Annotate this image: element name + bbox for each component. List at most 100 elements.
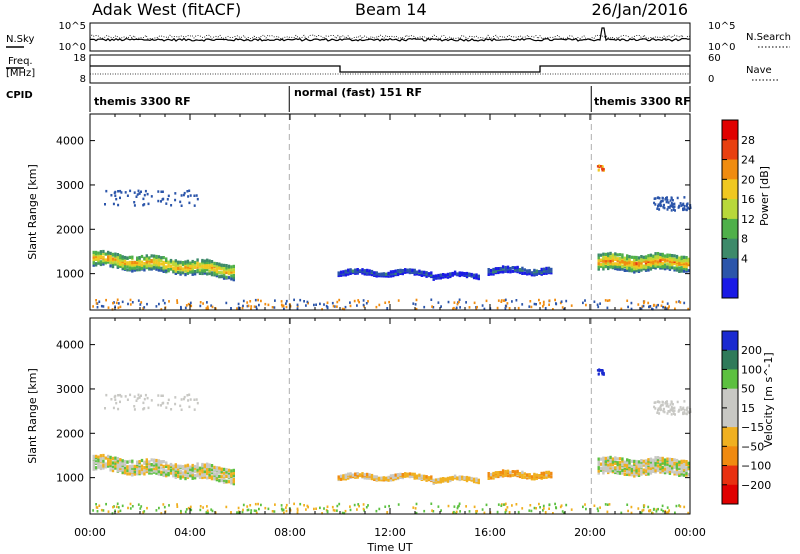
- power-cell: [296, 303, 299, 307]
- velocity-cell: [521, 507, 524, 510]
- power-cell: [161, 190, 164, 193]
- power-cell: [114, 305, 116, 308]
- power-cell: [363, 269, 366, 273]
- power-cell: [599, 165, 602, 168]
- velocity-cell: [220, 475, 223, 479]
- power-cell: [181, 262, 185, 266]
- power-cell: [296, 304, 299, 308]
- velocity-cell: [321, 512, 323, 515]
- velocity-cell: [179, 404, 182, 408]
- velocity-cell: [614, 461, 617, 465]
- velocity-cell: [179, 464, 182, 468]
- power-cell: [189, 301, 192, 305]
- velocity-cell: [107, 459, 110, 463]
- power-cell: [526, 269, 529, 273]
- power-cell: [206, 264, 209, 268]
- velocity-cell: [665, 404, 668, 408]
- power-cell: [465, 271, 469, 276]
- velocity-cell: [92, 467, 95, 471]
- colorbar-swatch: [722, 427, 738, 447]
- velocity-cell: [430, 502, 433, 505]
- velocity-cell: [385, 476, 388, 480]
- colorbar-swatch: [722, 388, 738, 409]
- velocity-cell: [682, 465, 686, 470]
- power-cell: [142, 197, 145, 201]
- power-cell: [102, 249, 105, 254]
- power-cell: [160, 190, 163, 193]
- power-cell: [683, 196, 686, 199]
- velocity-cell: [630, 505, 633, 509]
- power-cell: [508, 307, 511, 310]
- power-cell: [165, 260, 168, 265]
- power-cell: [232, 278, 235, 282]
- velocity-cell: [193, 469, 197, 474]
- power-cell: [225, 270, 228, 275]
- power-cell: [430, 271, 433, 275]
- velocity-cell: [375, 475, 378, 479]
- velocity-cell: [117, 510, 120, 513]
- power-cell: [485, 299, 488, 303]
- velocity-cell: [657, 408, 659, 412]
- power-cell: [114, 262, 117, 266]
- velocity-cell: [160, 472, 163, 476]
- power-cell: [666, 208, 669, 211]
- power-cell: [667, 306, 670, 310]
- velocity-cell: [138, 460, 141, 464]
- power-cell: [358, 300, 360, 304]
- power-cell: [635, 262, 638, 266]
- power-cell: [670, 209, 673, 212]
- velocity-cell: [628, 459, 631, 463]
- noise-left-tick-top: 10^5: [59, 21, 86, 32]
- power-cell: [647, 265, 650, 269]
- power-cell: [649, 266, 653, 270]
- velocity-cell: [144, 393, 147, 397]
- velocity-cell: [425, 478, 428, 482]
- power-cell: [668, 266, 672, 270]
- power-cell: [442, 273, 445, 277]
- power-cell: [165, 268, 168, 272]
- power-cell: [533, 268, 536, 272]
- power-cell: [222, 272, 226, 277]
- power-cell: [363, 272, 366, 276]
- velocity-cell: [616, 471, 619, 475]
- velocity-cell: [102, 455, 105, 459]
- velocity-cell: [160, 460, 163, 464]
- power-cell: [511, 269, 514, 273]
- velocity-cell: [628, 461, 631, 465]
- power-cell: [596, 165, 599, 168]
- freq-right-label: Nave: [746, 65, 772, 76]
- velocity-cell: [647, 505, 650, 509]
- velocity-cell: [680, 408, 683, 411]
- y-tick-label: 4000: [56, 135, 84, 148]
- power-cell: [133, 191, 136, 194]
- velocity-cell: [621, 459, 624, 463]
- power-cell: [353, 299, 356, 303]
- power-cell: [540, 269, 543, 273]
- velocity-cell: [647, 461, 650, 465]
- velocity-cell: [623, 460, 626, 464]
- velocity-cell: [177, 467, 180, 471]
- power-cell: [597, 253, 600, 257]
- velocity-cell: [661, 401, 664, 404]
- velocity-cell: [530, 475, 534, 479]
- velocity-cell: [119, 458, 122, 462]
- power-cell: [143, 268, 146, 272]
- velocity-cell: [271, 510, 274, 513]
- power-cell: [611, 262, 615, 266]
- power-cell: [687, 206, 690, 210]
- power-cell: [157, 265, 161, 269]
- velocity-cell: [188, 393, 191, 396]
- power-cell: [222, 274, 226, 278]
- power-cell: [150, 266, 153, 270]
- noise-right-label: N.Search: [746, 32, 791, 43]
- power-cell: [648, 305, 650, 309]
- power-cell: [117, 302, 120, 305]
- velocity-cell: [126, 460, 129, 464]
- colorbar-tick-label: 15: [741, 402, 755, 415]
- power-cell: [413, 272, 416, 276]
- power-cell: [623, 256, 626, 260]
- velocity-cell: [185, 508, 188, 511]
- velocity-cell: [129, 502, 132, 506]
- velocity-cell: [644, 471, 648, 475]
